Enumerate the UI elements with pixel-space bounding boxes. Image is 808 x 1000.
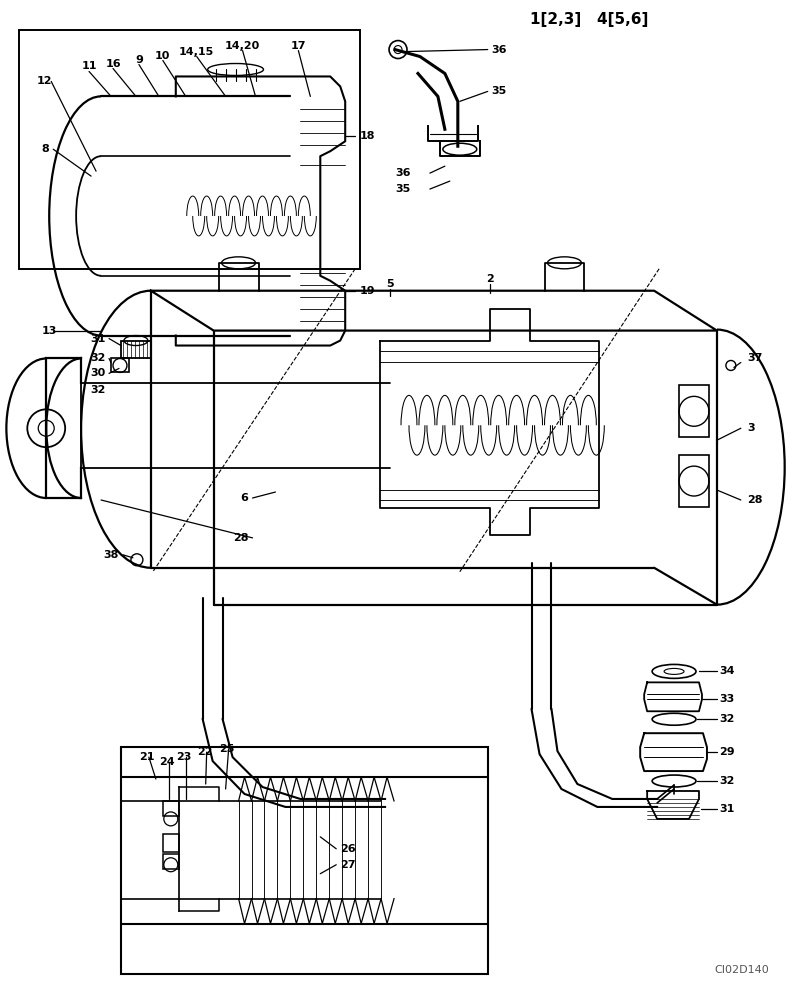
Text: 36: 36 [395, 168, 410, 178]
Text: 6: 6 [241, 493, 249, 503]
Text: 24: 24 [159, 757, 175, 767]
Text: 31: 31 [90, 334, 106, 344]
Text: 32: 32 [719, 776, 734, 786]
Text: 5: 5 [386, 279, 393, 289]
Text: 37: 37 [747, 353, 762, 363]
Bar [121, 341, 151, 358]
Text: 31: 31 [719, 804, 734, 814]
Text: 27: 27 [340, 860, 356, 870]
Text: 29: 29 [719, 747, 734, 757]
Text: 14,15: 14,15 [179, 47, 214, 57]
Text: 32: 32 [90, 385, 106, 395]
Text: 14,20: 14,20 [225, 41, 260, 51]
Text: 35: 35 [492, 86, 507, 96]
Text: 33: 33 [719, 694, 734, 704]
Text: 1[2,3]   4[5,6]: 1[2,3] 4[5,6] [529, 12, 648, 27]
Text: 8: 8 [41, 144, 49, 154]
Text: 22: 22 [196, 747, 213, 757]
Text: 23: 23 [176, 752, 191, 762]
Text: 12: 12 [36, 76, 52, 86]
Bar [163, 854, 179, 869]
Text: 38: 38 [103, 550, 119, 560]
Text: 28: 28 [233, 533, 249, 543]
Text: 35: 35 [395, 184, 410, 194]
Text: 18: 18 [360, 131, 376, 141]
Text: 32: 32 [719, 714, 734, 724]
Bar [121, 747, 488, 974]
Text: 28: 28 [747, 495, 762, 505]
Text: 17: 17 [291, 41, 306, 51]
Bar [679, 385, 709, 437]
Bar [679, 455, 709, 507]
Text: 3: 3 [747, 423, 755, 433]
Text: 26: 26 [340, 844, 356, 854]
Bar [111, 358, 129, 372]
Text: 19: 19 [360, 286, 376, 296]
Text: 10: 10 [155, 51, 170, 61]
Text: 36: 36 [492, 45, 507, 55]
Bar [163, 801, 179, 816]
Text: CI02D140: CI02D140 [714, 965, 768, 975]
Text: 2: 2 [486, 274, 494, 284]
Text: 34: 34 [719, 666, 734, 676]
Text: 21: 21 [139, 752, 154, 762]
Text: 13: 13 [41, 326, 57, 336]
Text: 25: 25 [219, 744, 234, 754]
Bar [19, 30, 360, 269]
Text: 11: 11 [82, 61, 97, 71]
Text: 9: 9 [135, 55, 143, 65]
Text: 16: 16 [105, 59, 121, 69]
Bar [163, 834, 179, 852]
Text: 32: 32 [90, 353, 106, 363]
Text: 30: 30 [90, 368, 106, 378]
